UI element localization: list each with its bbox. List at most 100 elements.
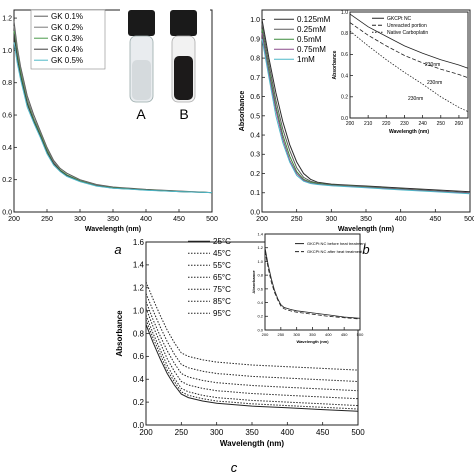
x-tick-label: 250	[277, 332, 284, 337]
inset-annotation: 230nm	[408, 96, 423, 102]
y-tick-label: 1.0	[133, 306, 145, 315]
y-tick-label: 0.8	[257, 273, 263, 278]
y-tick-label: 0.2	[250, 171, 260, 178]
x-tick-label: 500	[464, 216, 474, 223]
legend-entry: 95°C	[213, 309, 231, 318]
legend-entry: GK 0.2%	[51, 23, 83, 32]
y-tick-label: 0.4	[257, 300, 263, 305]
legend-entry: GKCPt NC	[387, 16, 412, 22]
x-tick-label: 300	[325, 216, 337, 223]
y-tick-label: 0.2	[2, 177, 12, 184]
y-tick-label: 0.6	[257, 286, 263, 291]
vial-a-cap	[128, 10, 155, 36]
y-tick-label: 0.7	[250, 75, 260, 82]
y-tick-label: 0.6	[2, 112, 12, 119]
legend-entry: 85°C	[213, 297, 231, 306]
x-tick-label: 350	[360, 216, 372, 223]
y-tick-label: 0.6	[341, 52, 348, 58]
y-axis-label: Absorbance	[251, 270, 256, 294]
y-tick-label: 1.6	[133, 238, 145, 247]
legend-entry: 0.75mM	[297, 45, 326, 54]
x-tick-label: 300	[210, 428, 224, 437]
y-tick-label: 0.0	[250, 209, 260, 216]
inset-annotation: 230nm	[425, 62, 440, 68]
x-tick-label: 350	[309, 332, 316, 337]
legend-entry: 0.25mM	[297, 25, 326, 34]
y-tick-label: 0.4	[250, 132, 260, 139]
y-tick-label: 0.2	[133, 398, 145, 407]
legend-entry: GKCPt NC before heat treatment	[307, 241, 367, 246]
x-tick-label: 300	[74, 216, 86, 223]
x-tick-label: 250	[41, 216, 53, 223]
vial-b-label: B	[179, 106, 188, 122]
panel-c-letter: c	[231, 460, 238, 474]
x-tick-label: 200	[346, 121, 355, 127]
y-tick-label: 1.0	[250, 17, 260, 24]
series-line-2	[349, 22, 469, 79]
y-tick-label: 0.3	[250, 152, 260, 159]
y-tick-label: 0.5	[250, 113, 260, 120]
legend-entry: 0.125mM	[297, 15, 331, 24]
x-tick-label: 500	[357, 332, 364, 337]
y-tick-label: 0.8	[2, 80, 12, 87]
legend-entry: GK 0.5%	[51, 56, 83, 65]
x-tick-label: 400	[281, 428, 295, 437]
panel-a-letter: a	[114, 242, 121, 257]
x-tick-label: 400	[140, 216, 152, 223]
x-tick-label: 500	[206, 216, 218, 223]
x-tick-label: 260	[455, 121, 464, 127]
panel-c-inset-chart: 200 250 300 350 400 450 500 0.0 0.2 0.4 0.6 0.8 1.0 1…	[251, 231, 367, 344]
legend-entry: Unreacted portion	[387, 23, 427, 29]
x-tick-label: 230	[400, 121, 409, 127]
vial-a-label: A	[136, 106, 146, 122]
y-tick-label: 0.6	[133, 352, 145, 361]
inset-annotation: 230nm	[427, 80, 442, 86]
series-line-1	[349, 13, 469, 69]
series-line-4	[145, 308, 359, 400]
y-tick-label: 1.0	[257, 259, 263, 264]
legend-entry: GK 0.3%	[51, 34, 83, 43]
x-tick-label: 450	[429, 216, 441, 223]
y-tick-label: 0.1	[250, 190, 260, 197]
legend-entry: 65°C	[213, 273, 231, 282]
legend-entry: 75°C	[213, 285, 231, 294]
panel-c-chart: 200 250 300 350 400 450 500 0.0 0.2 0.4 0.6 0.8 1.0 1…	[115, 237, 365, 448]
x-tick-label: 450	[316, 428, 330, 437]
y-tick-label: 0.0	[2, 209, 12, 216]
vial-b-liquid	[174, 56, 193, 100]
legend-box	[30, 9, 106, 70]
series-line-2	[145, 319, 359, 410]
x-tick-label: 300	[293, 332, 300, 337]
x-tick-label: 210	[364, 121, 373, 127]
x-tick-label: 450	[173, 216, 185, 223]
y-tick-label: 1.2	[257, 245, 263, 250]
x-tick-label: 400	[325, 332, 332, 337]
legend-entry: 25°C	[213, 237, 231, 246]
panel-b-inset-chart: 200 210 220 230 240 250 260 0.0 0.2 0.4 0.6 0.8 1.0 W…	[332, 10, 469, 135]
x-axis-label: Wavelength (nm)	[85, 226, 141, 233]
y-tick-label: 1.4	[257, 231, 263, 236]
legend-entry: 0.5mM	[297, 35, 322, 44]
series-line-3	[349, 30, 469, 112]
x-axis-label: Wavelength (nm)	[296, 339, 329, 344]
x-tick-label: 400	[395, 216, 407, 223]
legend-entry: 1mM	[297, 55, 315, 64]
y-tick-label: 1.0	[341, 10, 348, 16]
series-line-5	[145, 301, 359, 392]
series-line-1	[13, 21, 213, 194]
x-tick-label: 220	[382, 121, 391, 127]
x-tick-label: 200	[139, 428, 153, 437]
y-axis-label: Absorbance	[239, 91, 246, 132]
x-tick-label: 200	[8, 216, 20, 223]
y-tick-label: 0.8	[250, 56, 260, 63]
plot-frame	[349, 11, 469, 119]
x-tick-label: 250	[175, 428, 189, 437]
x-tick-label: 350	[107, 216, 119, 223]
x-tick-label: 500	[351, 428, 365, 437]
x-axis-label: Wavelength (nm)	[338, 226, 394, 233]
y-tick-label: 1.2	[133, 284, 145, 293]
legend-entry: 55°C	[213, 261, 231, 270]
panel-b-letter: b	[362, 242, 369, 257]
x-tick-label: 450	[341, 332, 348, 337]
